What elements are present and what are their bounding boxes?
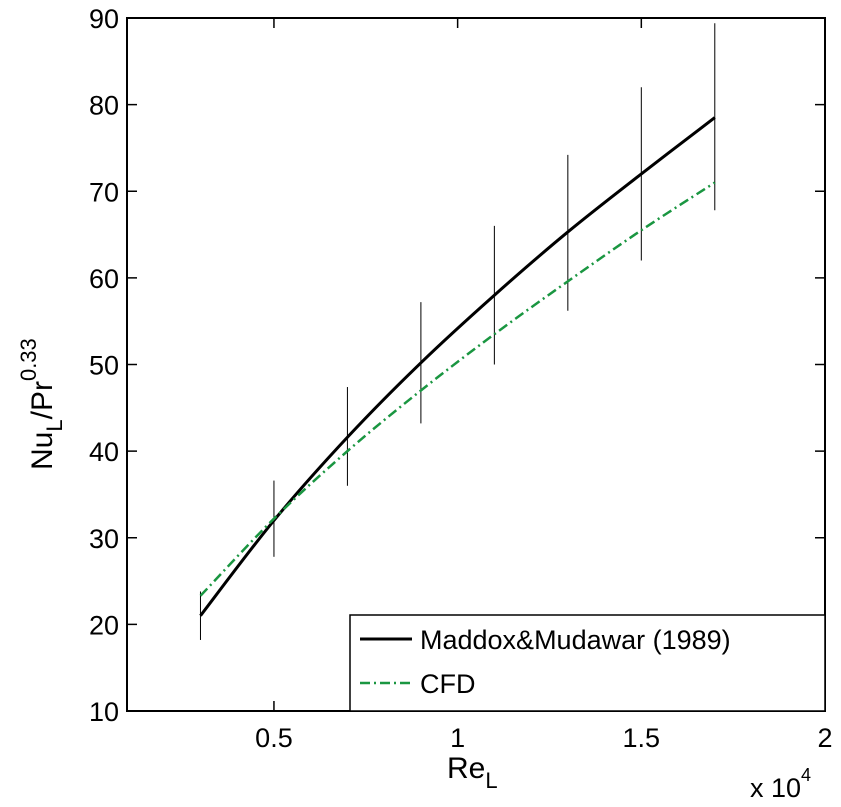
series-lines xyxy=(199,116,716,617)
axis-tick-labels: 0.5 1 1.5 2 10 20 30 40 50 60 70 80 90 xyxy=(89,4,833,753)
y-tick-label: 10 xyxy=(89,697,119,727)
y-tick-label: 60 xyxy=(89,264,119,294)
legend-label-maddox: Maddox&Mudawar (1989) xyxy=(420,625,731,655)
legend-box xyxy=(349,614,826,712)
y-axis-label-text: NuL/Pr0.33 xyxy=(16,338,67,470)
x-axis-label-sub: L xyxy=(485,768,497,793)
series-line-cfd xyxy=(199,181,716,597)
series-line-maddox xyxy=(199,116,716,617)
y-tick-label: 50 xyxy=(89,351,119,381)
y-tick-label: 30 xyxy=(89,524,119,554)
y-axis-label-sup: 0.33 xyxy=(16,338,41,381)
y-tick-label: 20 xyxy=(89,610,119,640)
y-tick-label: 80 xyxy=(89,91,119,121)
x-axis-multiplier: x 104 xyxy=(750,765,811,803)
x-axis-multiplier-exp: 4 xyxy=(801,765,811,785)
x-axis-label-main: Re xyxy=(447,752,485,785)
y-axis-label-main: Nu xyxy=(26,432,59,470)
y-axis-label-sub: L xyxy=(42,419,67,431)
x-tick-label: 0.5 xyxy=(255,723,293,753)
x-tick-label: 2 xyxy=(817,723,832,753)
x-tick-label: 1.5 xyxy=(623,723,661,753)
x-axis-label: ReL xyxy=(447,752,498,793)
y-tick-label: 90 xyxy=(89,4,119,34)
y-tick-label: 70 xyxy=(89,177,119,207)
y-axis-label: NuL/Pr0.33 xyxy=(16,338,67,470)
y-tick-label: 40 xyxy=(89,437,119,467)
x-axis-multiplier-prefix: x 10 xyxy=(750,773,801,803)
plot-frame xyxy=(126,17,826,712)
y-axis-label-mid: /Pr xyxy=(26,381,59,419)
legend: Maddox&Mudawar (1989) CFD xyxy=(349,614,826,712)
x-tick-label: 1 xyxy=(450,723,465,753)
legend-label-cfd: CFD xyxy=(420,669,476,699)
